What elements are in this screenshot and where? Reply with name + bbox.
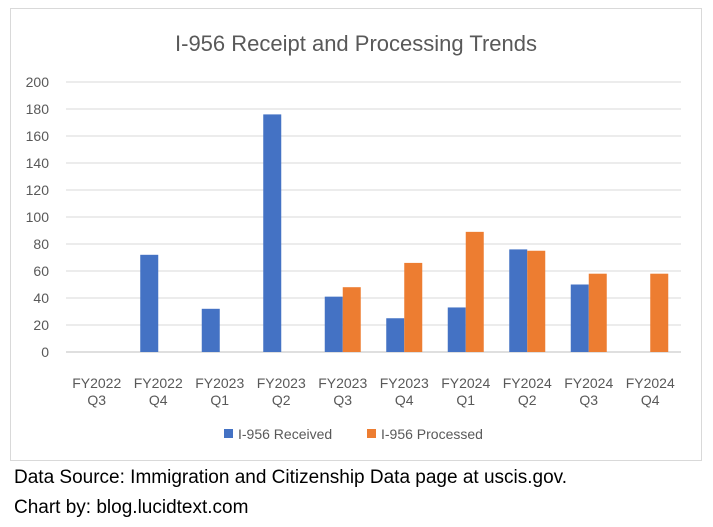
x-tick-label-line1: FY2023 [380,375,429,391]
bar-received [509,249,528,352]
bar-received [447,307,466,352]
chart-credit-caption: Chart by: blog.lucidtext.com [14,497,249,518]
y-tick-label: 80 [33,236,49,252]
x-tick-label-line2: Q2 [518,392,537,408]
bar-processed [404,262,423,352]
x-tick-label-line2: Q4 [149,392,168,408]
x-tick-label-line1: FY2024 [503,375,552,391]
x-tick-label-line2: Q1 [456,392,475,408]
bar-received [201,308,220,352]
y-tick-label: 140 [26,155,50,171]
bar-received [386,318,405,352]
x-tick-label-line2: Q1 [210,392,229,408]
bar-processed [527,250,546,352]
x-tick-label-line2: Q3 [579,392,598,408]
y-tick-label: 160 [26,128,50,144]
bar-received [140,254,159,352]
x-tick-label-line2: Q3 [333,392,352,408]
y-tick-label: 60 [33,263,49,279]
x-tick-label-line1: FY2024 [626,375,675,391]
chart-frame: I-956 Receipt and Processing Trends 0 20 40… [10,8,702,461]
x-tick-label-line1: FY2022 [134,375,183,391]
bar-received [263,114,282,353]
x-tick-label-line1: FY2024 [564,375,613,391]
x-tick-label-line2: Q2 [272,392,291,408]
y-tick-label: 40 [33,290,49,306]
bar-processed [342,287,361,352]
x-tick-label-line2: Q3 [87,392,106,408]
bar-chart: I-956 Receipt and Processing Trends 0 20 40… [26,31,681,442]
y-tick-label: 180 [26,101,50,117]
x-tick-label-line1: FY2023 [195,375,244,391]
legend-received-swatch [224,429,233,438]
chart-title: I-956 Receipt and Processing Trends [175,31,537,56]
x-tick-label-line2: Q4 [641,392,660,408]
bar-received [324,296,343,352]
y-tick-label: 120 [26,182,50,198]
x-tick-label-line1: FY2023 [318,375,367,391]
x-tick-label-line1: FY2023 [257,375,306,391]
y-tick-label: 0 [41,344,49,360]
legend-processed-swatch [367,429,376,438]
bar-processed [650,273,669,352]
legend-received-label: I-956 Received [238,426,332,442]
x-tick-label-line1: FY2024 [441,375,490,391]
bar-received [570,284,589,352]
x-tick-label-line1: FY2022 [72,375,121,391]
y-tick-label: 20 [33,317,49,333]
x-tick-label-line2: Q4 [395,392,414,408]
data-source-caption: Data Source: Immigration and Citizenship… [14,467,568,488]
bar-processed [588,273,607,352]
y-tick-label: 200 [26,74,50,90]
legend-processed-label: I-956 Processed [381,426,483,442]
bar-processed [465,231,484,352]
y-tick-label: 100 [26,209,50,225]
